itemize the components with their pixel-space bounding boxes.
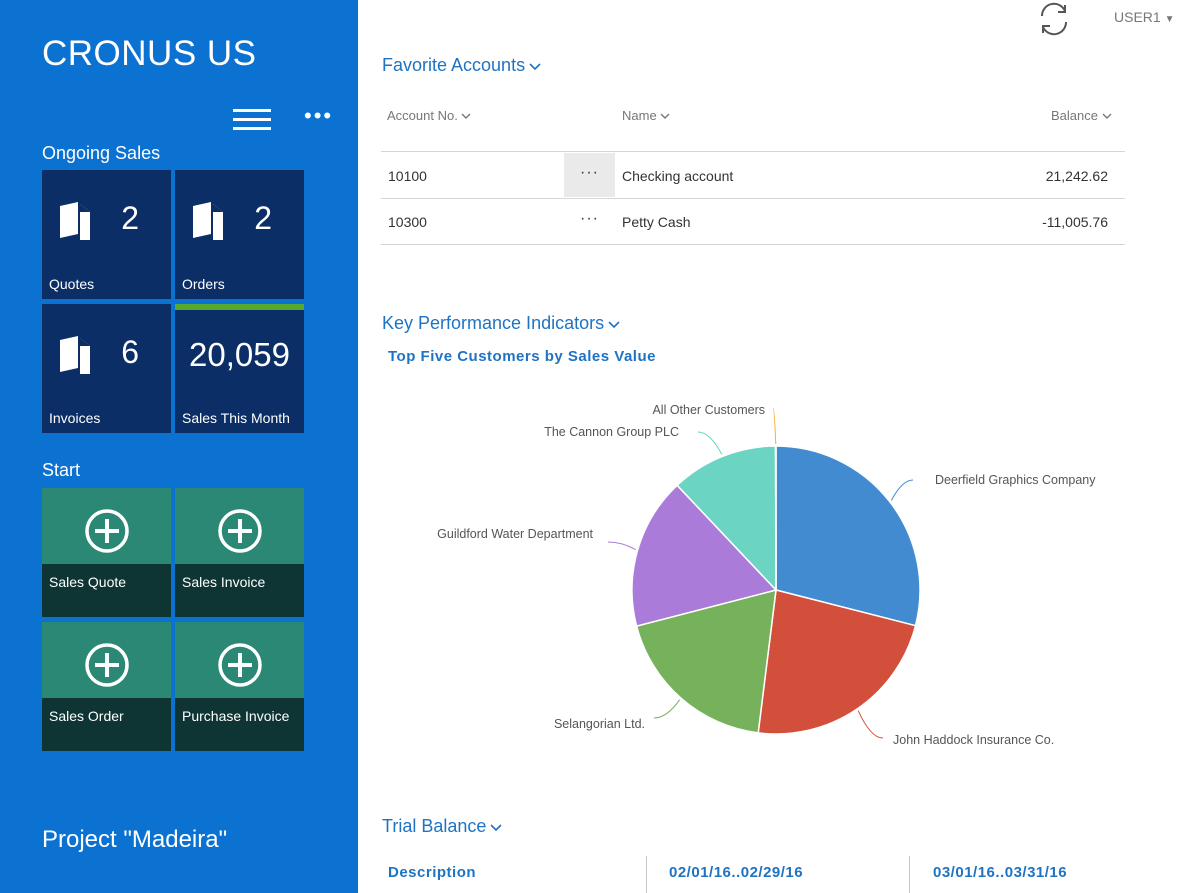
sync-icon[interactable] bbox=[1036, 0, 1072, 38]
kpi-title[interactable]: Key Performance Indicators bbox=[382, 313, 620, 334]
chevron-down-icon bbox=[529, 63, 541, 71]
row-1-balance[interactable]: 21,242.62 bbox=[1045, 168, 1108, 184]
chevron-down-icon bbox=[490, 824, 502, 832]
user-menu[interactable]: USER1 ▼ bbox=[1114, 9, 1174, 25]
document-icon bbox=[193, 202, 223, 240]
sidebar: CRONUS US ••• Ongoing Sales 2 Quotes 2 O… bbox=[0, 0, 358, 893]
leader-line-john-haddock-insurance-co bbox=[857, 710, 884, 739]
leader-line-selangorian-ltd bbox=[653, 699, 681, 719]
column-account-no[interactable]: Account No. bbox=[387, 108, 471, 123]
sales-this-month-caption: Sales This Month bbox=[182, 410, 290, 426]
scrollbar[interactable] bbox=[1181, 40, 1189, 880]
trial-balance-title[interactable]: Trial Balance bbox=[382, 816, 502, 837]
leader-line-all-other-customers bbox=[772, 407, 777, 445]
project-name: Project "Madeira" bbox=[42, 826, 228, 853]
column-balance[interactable]: Balance bbox=[1051, 108, 1112, 123]
leader-line-deerfield-graphics-company bbox=[890, 479, 914, 501]
row-2-balance[interactable]: -11,005.76 bbox=[1042, 214, 1108, 230]
divider bbox=[381, 198, 1125, 199]
chart-title: Top Five Customers by Sales Value bbox=[388, 348, 656, 365]
chevron-down-icon bbox=[461, 113, 471, 119]
tile-status-bar bbox=[175, 304, 304, 310]
trial-balance-col-feb[interactable]: 02/01/16..02/29/16 bbox=[669, 864, 804, 881]
pie-label-guildford-water-department: Guildford Water Department bbox=[437, 527, 593, 541]
tile-invoices[interactable]: 6 Invoices bbox=[42, 304, 171, 433]
leader-line-the-cannon-group-plc bbox=[697, 431, 723, 455]
pie-slice-selangorian-ltd[interactable] bbox=[635, 588, 777, 734]
main-content: USER1 ▼ Favorite Accounts Account No. Na… bbox=[358, 0, 1193, 893]
invoices-count: 6 bbox=[121, 334, 139, 370]
pie-label-selangorian-ltd: Selangorian Ltd. bbox=[554, 717, 645, 731]
sales-invoice-label: Sales Invoice bbox=[182, 574, 266, 590]
chevron-down-icon bbox=[660, 113, 670, 119]
company-name: CRONUS US bbox=[42, 34, 257, 73]
plus-circle-icon bbox=[85, 509, 129, 553]
ongoing-sales-label: Ongoing Sales bbox=[42, 143, 161, 163]
sales-order-label: Sales Order bbox=[49, 708, 124, 724]
column-name[interactable]: Name bbox=[622, 108, 670, 123]
tile-orders[interactable]: 2 Orders bbox=[175, 170, 304, 299]
divider bbox=[381, 151, 1125, 152]
purchase-invoice-button[interactable]: Purchase Invoice bbox=[175, 622, 304, 751]
pie-label-all-other-customers: All Other Customers bbox=[652, 403, 765, 417]
plus-circle-icon bbox=[218, 643, 262, 687]
quotes-caption: Quotes bbox=[49, 276, 95, 292]
start-label: Start bbox=[42, 460, 81, 480]
tile-quotes[interactable]: 2 Quotes bbox=[42, 170, 171, 299]
leader-line-guildford-water-department bbox=[607, 541, 636, 551]
pie-chart: Deerfield Graphics Company John Haddock I… bbox=[437, 403, 1096, 747]
row-1-name[interactable]: Checking account bbox=[622, 168, 734, 184]
hamburger-menu-icon[interactable] bbox=[233, 109, 273, 133]
sales-this-month-value: 20,059 bbox=[189, 336, 290, 373]
trial-balance-col-description[interactable]: Description bbox=[388, 864, 477, 881]
orders-caption: Orders bbox=[182, 276, 225, 292]
row-2-account-no[interactable]: 10300 bbox=[388, 214, 427, 230]
pie-slice-guildford-water-department[interactable] bbox=[631, 484, 778, 628]
trial-balance-col-mar[interactable]: 03/01/16..03/31/16 bbox=[933, 864, 1068, 881]
pie-slice-the-cannon-group-plc[interactable] bbox=[676, 445, 777, 592]
column-separator bbox=[646, 856, 647, 893]
pie-slice-deerfield-graphics-company[interactable] bbox=[775, 445, 921, 627]
plus-circle-icon bbox=[85, 643, 129, 687]
user-name: USER1 bbox=[1114, 9, 1161, 25]
divider bbox=[381, 244, 1125, 245]
row-1-more-icon[interactable]: ··· bbox=[564, 153, 615, 197]
sales-quote-label: Sales Quote bbox=[49, 574, 127, 590]
invoices-caption: Invoices bbox=[49, 410, 101, 426]
row-2-name[interactable]: Petty Cash bbox=[622, 214, 691, 230]
chevron-down-icon bbox=[608, 321, 620, 329]
document-icon bbox=[60, 202, 90, 240]
pie-slice-john-haddock-insurance-co[interactable] bbox=[757, 589, 917, 735]
plus-circle-icon bbox=[218, 509, 262, 553]
orders-count: 2 bbox=[254, 200, 272, 236]
row-1-account-no[interactable]: 10100 bbox=[388, 168, 427, 184]
chevron-down-icon: ▼ bbox=[1164, 14, 1175, 25]
purchase-invoice-label: Purchase Invoice bbox=[182, 708, 290, 724]
chevron-down-icon bbox=[1102, 113, 1112, 119]
sales-order-button[interactable]: Sales Order bbox=[42, 622, 171, 751]
more-options-icon[interactable]: ••• bbox=[304, 103, 334, 128]
quotes-count: 2 bbox=[121, 200, 139, 236]
tile-sales-this-month[interactable]: 20,059 Sales This Month bbox=[175, 304, 304, 433]
column-separator bbox=[909, 856, 910, 893]
sales-quote-button[interactable]: Sales Quote bbox=[42, 488, 171, 617]
pie-label-the-cannon-group-plc: The Cannon Group PLC bbox=[544, 425, 679, 439]
document-icon bbox=[60, 336, 90, 374]
favorite-accounts-title[interactable]: Favorite Accounts bbox=[382, 55, 541, 76]
pie-label-deerfield-graphics-company: Deerfield Graphics Company bbox=[935, 473, 1096, 487]
row-2-more-icon[interactable]: ··· bbox=[580, 210, 599, 227]
pie-label-john-haddock-insurance-co: John Haddock Insurance Co. bbox=[893, 733, 1054, 747]
sales-invoice-button[interactable]: Sales Invoice bbox=[175, 488, 304, 617]
